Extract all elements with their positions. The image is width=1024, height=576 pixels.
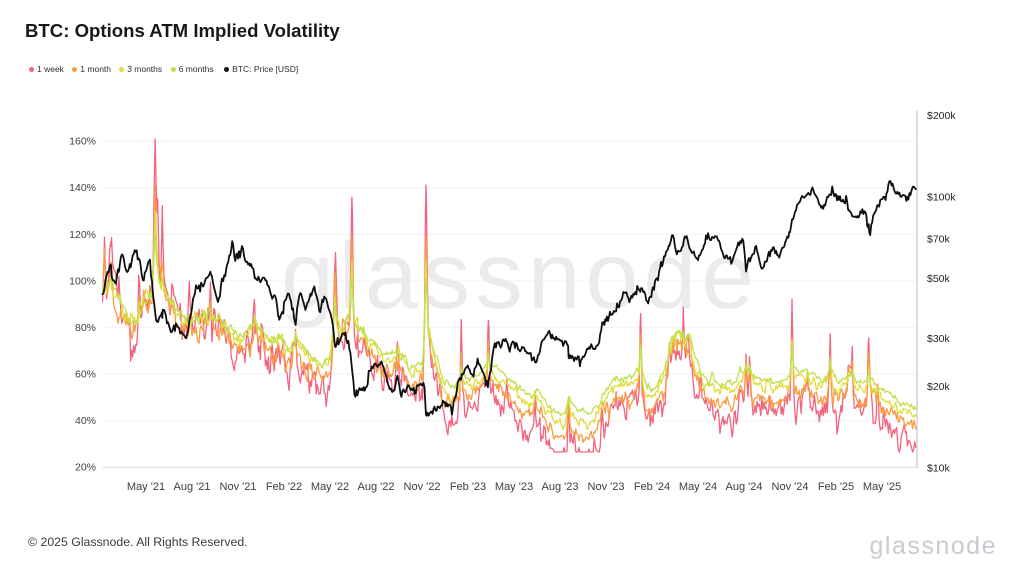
svg-text:Feb '25: Feb '25 bbox=[818, 481, 854, 493]
svg-text:Aug '23: Aug '23 bbox=[542, 481, 579, 493]
svg-text:80%: 80% bbox=[75, 322, 96, 334]
svg-text:Feb '24: Feb '24 bbox=[634, 481, 670, 493]
svg-text:May '21: May '21 bbox=[127, 481, 165, 493]
svg-text:Aug '22: Aug '22 bbox=[358, 481, 395, 493]
svg-text:160%: 160% bbox=[69, 136, 96, 148]
svg-text:May '24: May '24 bbox=[679, 481, 717, 493]
svg-text:100%: 100% bbox=[69, 275, 96, 287]
svg-text:$200k: $200k bbox=[927, 110, 956, 122]
svg-text:glassnode: glassnode bbox=[281, 223, 759, 329]
svg-text:Nov '23: Nov '23 bbox=[588, 481, 625, 493]
svg-text:Aug '21: Aug '21 bbox=[174, 481, 211, 493]
svg-text:May '23: May '23 bbox=[495, 481, 533, 493]
svg-text:$50k: $50k bbox=[927, 273, 951, 285]
svg-text:20%: 20% bbox=[75, 462, 96, 474]
svg-text:May '25: May '25 bbox=[863, 481, 901, 493]
svg-text:$10k: $10k bbox=[927, 463, 951, 475]
svg-text:120%: 120% bbox=[69, 229, 96, 241]
svg-text:$30k: $30k bbox=[927, 333, 951, 345]
svg-text:May '22: May '22 bbox=[311, 481, 349, 493]
svg-text:$20k: $20k bbox=[927, 381, 951, 393]
svg-text:Feb '23: Feb '23 bbox=[450, 481, 486, 493]
svg-text:$70k: $70k bbox=[927, 233, 951, 245]
svg-text:Feb '22: Feb '22 bbox=[266, 481, 302, 493]
svg-text:60%: 60% bbox=[75, 369, 96, 381]
svg-text:Nov '24: Nov '24 bbox=[772, 481, 809, 493]
svg-text:$100k: $100k bbox=[927, 191, 956, 203]
svg-text:Nov '22: Nov '22 bbox=[404, 481, 441, 493]
svg-text:Aug '24: Aug '24 bbox=[726, 481, 763, 493]
svg-text:140%: 140% bbox=[69, 182, 96, 194]
svg-text:40%: 40% bbox=[75, 415, 96, 427]
svg-text:Nov '21: Nov '21 bbox=[220, 481, 257, 493]
